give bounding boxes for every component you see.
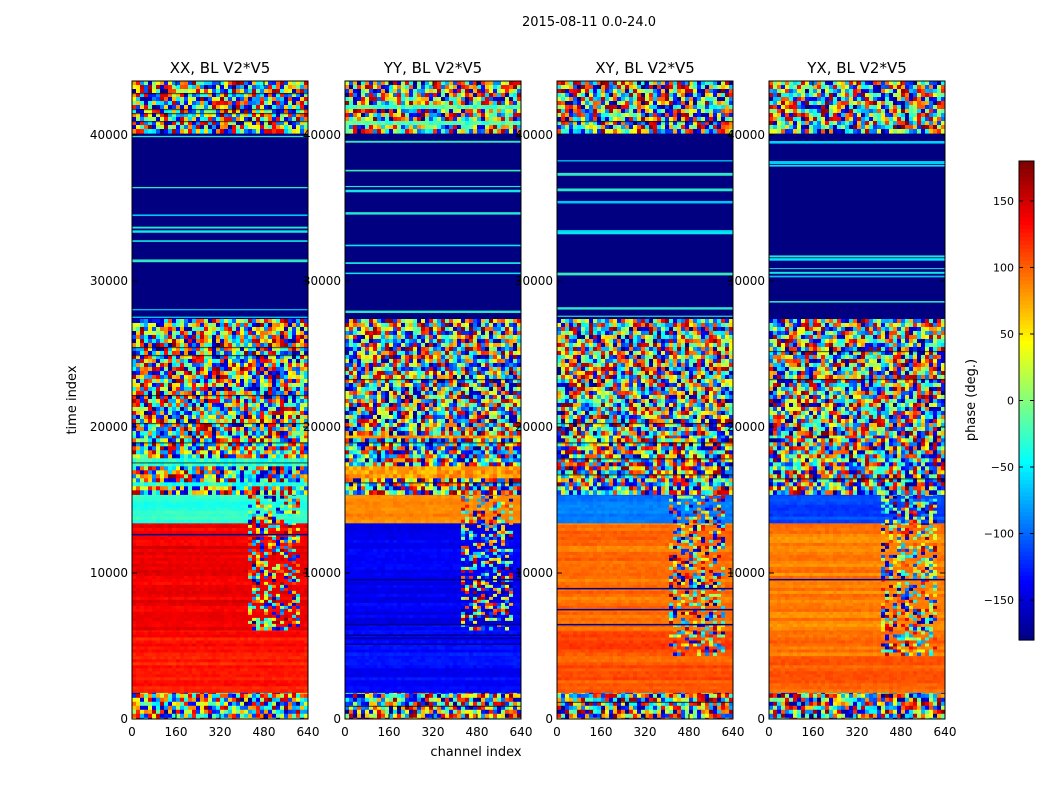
x-axis-label: channel index <box>430 745 521 760</box>
y-tick-label: 10000 <box>303 566 341 580</box>
y-tick-label: 10000 <box>90 566 128 580</box>
x-tick-label: 320 <box>846 725 869 739</box>
panel-title: XX, BL V2*V5 <box>170 59 271 77</box>
colorbar-label: phase (deg.) <box>964 359 979 441</box>
panel-title: YX, BL V2*V5 <box>806 59 907 77</box>
x-tick-label: 320 <box>209 725 232 739</box>
y-tick-label: 40000 <box>90 128 128 142</box>
x-tick-label: 0 <box>765 725 773 739</box>
colorbar-tick-label: 50 <box>1000 328 1014 341</box>
y-tick-label: 0 <box>545 712 553 726</box>
y-tick-label: 40000 <box>303 128 341 142</box>
colorbar-tick-label: 100 <box>993 261 1014 274</box>
x-tick-label: 160 <box>378 725 401 739</box>
panel-title: XY, BL V2*V5 <box>595 59 695 77</box>
colorbar-tick-label: −150 <box>984 594 1014 607</box>
y-tick-label: 30000 <box>515 274 553 288</box>
x-tick-label: 0 <box>553 725 561 739</box>
panel-title: YY, BL V2*V5 <box>383 59 482 77</box>
y-tick-label: 30000 <box>303 274 341 288</box>
x-tick-label: 160 <box>802 725 825 739</box>
y-axis-label: time index <box>65 365 80 434</box>
y-tick-label: 10000 <box>515 566 553 580</box>
y-tick-label: 10000 <box>727 566 765 580</box>
x-tick-label: 640 <box>722 725 745 739</box>
y-tick-label: 30000 <box>727 274 765 288</box>
y-tick-label: 0 <box>757 712 765 726</box>
x-tick-label: 320 <box>422 725 445 739</box>
y-tick-label: 20000 <box>303 420 341 434</box>
x-tick-label: 320 <box>634 725 657 739</box>
heatmap-panel: YX, BL V2*V5 0 160 320 480 640 0 10000 20000 3000… <box>727 59 957 739</box>
x-tick-label: 640 <box>297 725 320 739</box>
y-tick-label: 40000 <box>515 128 553 142</box>
heatmap-panel: XY, BL V2*V5 0 160 320 480 640 0 10000 20000 3000… <box>515 59 745 739</box>
colorbar-tick-label: 150 <box>993 195 1014 208</box>
colorbar: 150 100 50 0 −50 −100 −150 <box>984 161 1034 641</box>
x-tick-label: 0 <box>128 725 136 739</box>
x-tick-label: 480 <box>890 725 913 739</box>
y-tick-label: 30000 <box>90 274 128 288</box>
colorbar-tick-label: 0 <box>1007 395 1014 408</box>
x-tick-label: 480 <box>678 725 701 739</box>
y-tick-label: 20000 <box>90 420 128 434</box>
colorbar-tick-label: −50 <box>991 461 1014 474</box>
y-tick-label: 0 <box>120 712 128 726</box>
y-tick-label: 20000 <box>515 420 553 434</box>
x-tick-label: 480 <box>253 725 276 739</box>
y-tick-label: 0 <box>333 712 341 726</box>
x-tick-label: 160 <box>165 725 188 739</box>
colorbar-tick-label: −100 <box>984 528 1014 541</box>
heatmap-panel: YY, BL V2*V5 0 160 320 480 640 0 10000 20000 3000… <box>303 59 533 739</box>
x-tick-label: 160 <box>590 725 613 739</box>
y-tick-label: 20000 <box>727 420 765 434</box>
figure-title: 2015-08-11 0.0-24.0 <box>522 15 656 30</box>
x-tick-label: 640 <box>934 725 957 739</box>
x-tick-label: 640 <box>510 725 533 739</box>
x-tick-label: 480 <box>466 725 489 739</box>
x-tick-label: 0 <box>341 725 349 739</box>
heatmap-panel: XX, BL V2*V5 0 160 320 480 640 0 10000 20000 3000… <box>90 59 320 739</box>
y-tick-label: 40000 <box>727 128 765 142</box>
